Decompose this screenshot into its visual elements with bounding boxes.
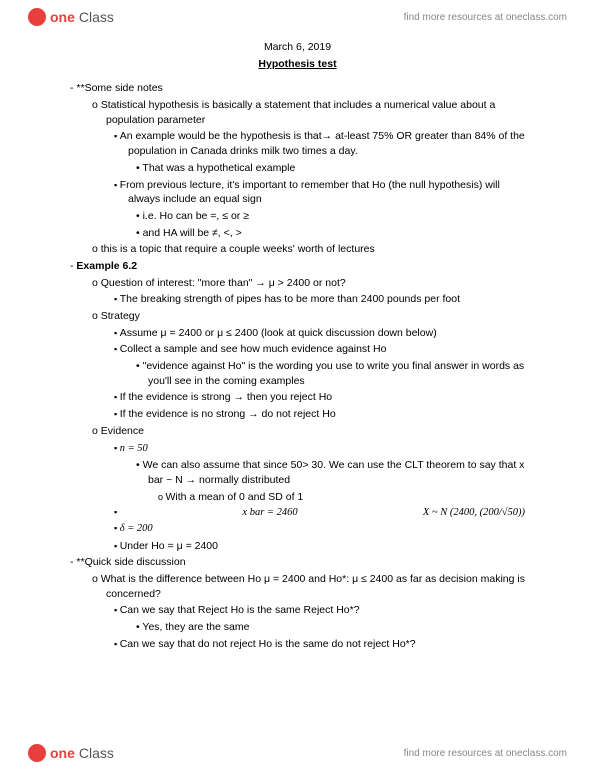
brand-class: Class — [79, 9, 114, 25]
note-item: With a mean of 0 and SD of 1 — [158, 490, 525, 505]
distribution-formula: X ~ N (2400, (200/√50)) — [423, 506, 525, 521]
brand-logo: oneClass — [28, 8, 114, 26]
section-heading: **Some side notes — [70, 81, 525, 96]
note-item: We can also assume that since 50> 30. We… — [136, 458, 525, 487]
note-item: Assume μ = 2400 or μ ≤ 2400 (look at qui… — [114, 326, 525, 341]
note-item: and HA will be ≠, <, > — [136, 226, 525, 241]
note-item: What is the difference between Ho μ = 24… — [92, 572, 525, 601]
note-item: Collect a sample and see how much eviden… — [114, 342, 525, 357]
brand-class: Class — [79, 745, 114, 761]
footer-bar: oneClass find more resources at oneclass… — [0, 736, 595, 770]
note-item: That was a hypothetical example — [136, 161, 525, 176]
note-item: Under Ho = μ = 2400 — [114, 539, 525, 554]
footer-tagline: find more resources at oneclass.com — [404, 748, 567, 759]
note-item: Yes, they are the same — [136, 620, 525, 635]
note-item: δ = 200 — [114, 521, 525, 537]
formula-row: x bar = 2460 X ~ N (2400, (200/√50)) — [114, 506, 525, 521]
note-item: From previous lecture, it's important to… — [114, 178, 525, 207]
note-item: Can we say that Reject Ho is the same Re… — [114, 603, 525, 618]
doc-title: Hypothesis test — [70, 57, 525, 72]
brand-icon — [28, 744, 46, 762]
note-item: i.e. Ho can be =, ≤ or ≥ — [136, 209, 525, 224]
note-item: An example would be the hypothesis is th… — [114, 129, 525, 158]
note-item: "evidence against Ho" is the wording you… — [136, 359, 525, 388]
note-item: Can we say that do not reject Ho is the … — [114, 637, 525, 652]
doc-date: March 6, 2019 — [70, 40, 525, 55]
header-bar: oneClass find more resources at oneclass… — [0, 0, 595, 34]
note-item: Question of interest: "more than" → μ > … — [92, 276, 525, 291]
page-content: March 6, 2019 Hypothesis test **Some sid… — [0, 34, 595, 651]
note-item: Evidence — [92, 424, 525, 439]
section-heading: **Quick side discussion — [70, 555, 525, 570]
brand-logo: oneClass — [28, 744, 114, 762]
note-item: Strategy — [92, 309, 525, 324]
note-item: The breaking strength of pipes has to be… — [114, 292, 525, 307]
xbar-value: x bar = 2460 — [242, 506, 297, 521]
note-item: this is a topic that require a couple we… — [92, 242, 525, 257]
section-heading: Example 6.2 — [70, 259, 525, 274]
brand-one: one — [50, 745, 75, 761]
note-item: Statistical hypothesis is basically a st… — [92, 98, 525, 127]
note-item: If the evidence is no strong → do not re… — [114, 407, 525, 422]
brand-one: one — [50, 9, 75, 25]
note-item: If the evidence is strong → then you rej… — [114, 390, 525, 405]
brand-icon — [28, 8, 46, 26]
header-tagline: find more resources at oneclass.com — [404, 12, 567, 23]
note-item: n = 50 — [114, 441, 525, 457]
